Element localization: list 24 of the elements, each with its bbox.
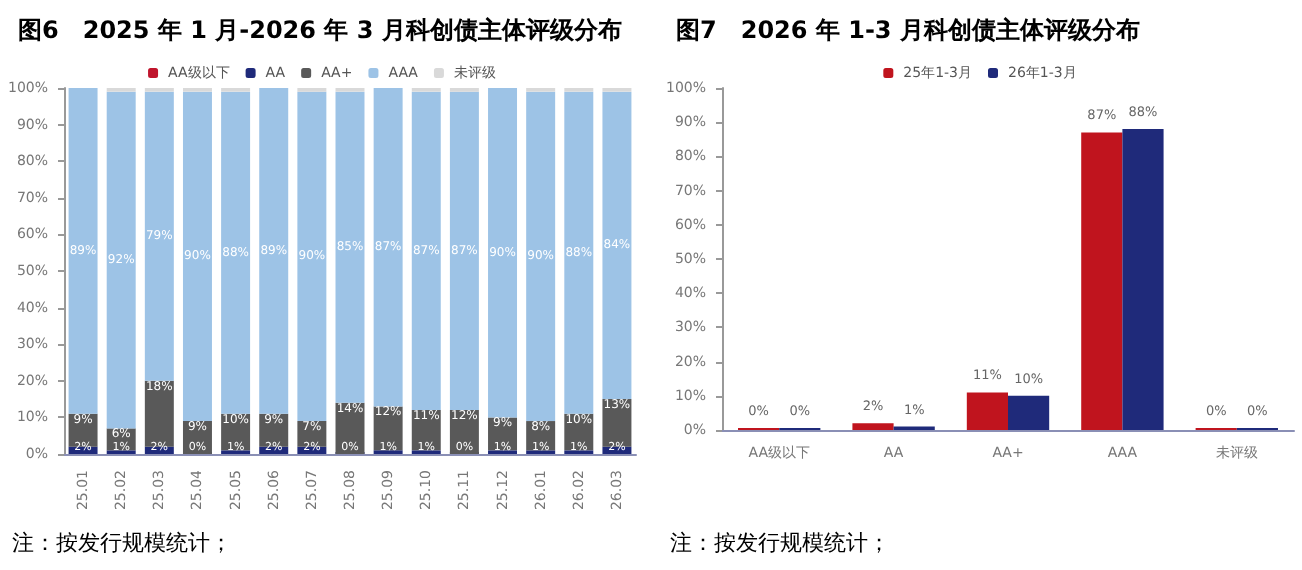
bar xyxy=(1081,132,1123,430)
bar xyxy=(297,91,327,422)
bar xyxy=(966,392,1008,430)
bar xyxy=(373,88,403,407)
bar xyxy=(852,423,894,430)
chart-title: 图6 2025 年 1 月-2026 年 3 月科创债主体评级分布 xyxy=(18,16,622,44)
bar xyxy=(259,88,289,414)
bar xyxy=(449,91,479,411)
bar xyxy=(106,91,136,429)
bar xyxy=(526,91,556,422)
bar xyxy=(221,91,251,414)
bar xyxy=(144,91,174,381)
bar xyxy=(564,91,594,414)
bar xyxy=(602,91,632,400)
text: 注：按发行规模统计； xyxy=(670,530,890,556)
bar xyxy=(335,91,365,403)
bar xyxy=(1008,395,1050,430)
bar xyxy=(411,91,441,411)
chart-title: 图7 2026 年 1-3 月科创债主体评级分布 xyxy=(676,16,1140,44)
bar xyxy=(488,88,518,418)
bar xyxy=(1122,129,1164,430)
bar xyxy=(68,88,98,414)
bar xyxy=(182,91,212,422)
text: 注：按发行规模统计； xyxy=(12,530,232,556)
